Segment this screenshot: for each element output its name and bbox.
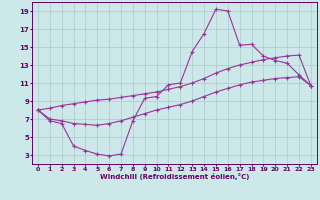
X-axis label: Windchill (Refroidissement éolien,°C): Windchill (Refroidissement éolien,°C) xyxy=(100,173,249,180)
